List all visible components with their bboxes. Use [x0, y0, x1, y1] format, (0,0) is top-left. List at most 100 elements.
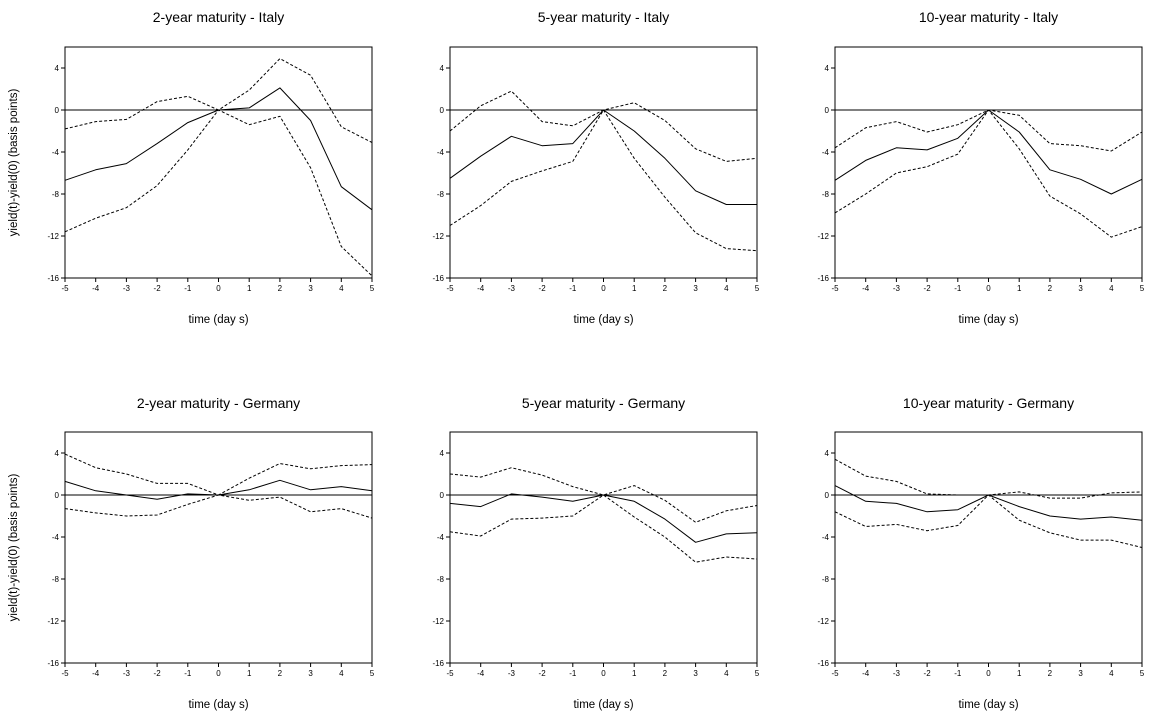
x-tick-label: -4	[862, 669, 870, 678]
y-tick-label: -8	[822, 575, 830, 584]
chart-panel-3: 10-year maturity - Italy-16-12-8-404-5 -4…	[817, 9, 1144, 326]
x-tick-label: 0	[986, 669, 991, 678]
panel-title: 5-year maturity - Germany	[522, 395, 685, 411]
chart-panel-5: 5-year maturity - Germany-16-12-8-404-5-…	[432, 395, 759, 711]
y-tick-label: -12	[432, 232, 444, 241]
x-tick-label: -2	[539, 284, 547, 293]
x-tick-label: -2	[924, 669, 932, 678]
x-axis-label: time (day s)	[188, 314, 248, 326]
x-tick-label: 4	[724, 669, 729, 678]
x-tick-label: 1	[632, 284, 637, 293]
x-tick-label: 5	[370, 669, 375, 678]
y-tick-label: 4	[55, 449, 60, 458]
mean-response-line	[64, 479, 373, 500]
x-tick-label: 5	[755, 284, 760, 293]
y-tick-label: 0	[55, 491, 60, 500]
x-tick-label: 1	[632, 669, 637, 678]
y-tick-label: 0	[825, 491, 830, 500]
x-tick-label: -4	[862, 284, 870, 293]
x-tick-label: -2	[154, 284, 162, 293]
x-tick-label: 1	[1017, 669, 1022, 678]
x-tick-label: -2	[924, 284, 932, 293]
x-tick-label: -4	[477, 284, 485, 293]
y-tick-label: -16	[47, 274, 59, 283]
x-tick-label: -4	[92, 284, 100, 293]
x-tick-label: -3	[508, 284, 516, 293]
x-tick-label: -5	[446, 669, 454, 678]
y-tick-label: -4	[437, 148, 445, 157]
x-tick-label: 0	[601, 669, 606, 678]
y-tick-label: -8	[52, 575, 60, 584]
confidence-band-line-2	[449, 109, 758, 252]
y-tick-label: -12	[817, 617, 829, 626]
x-tick-label: -4	[477, 669, 485, 678]
y-tick-label: 0	[440, 106, 445, 115]
y-tick-label: -8	[437, 190, 445, 199]
x-tick-label: 2	[1048, 284, 1053, 293]
y-tick-label: 4	[440, 449, 445, 458]
confidence-band-line-2	[449, 494, 758, 563]
x-tick-label: -1	[954, 669, 962, 678]
y-tick-label: -4	[822, 533, 830, 542]
x-tick-label: 4	[1109, 284, 1114, 293]
y-tick-label: -4	[52, 533, 60, 542]
y-tick-label: -16	[817, 274, 829, 283]
x-tick-label: -5	[831, 669, 839, 678]
confidence-band-line-1	[64, 453, 373, 496]
chart-panel-4: 2-year maturity - Germany-16-12-8-404-5-…	[8, 395, 375, 711]
y-tick-label: -16	[432, 659, 444, 668]
y-tick-label: 4	[440, 64, 445, 73]
y-tick-label: -8	[437, 575, 445, 584]
x-tick-label: 5	[1140, 669, 1145, 678]
panel-title: 2-year maturity - Italy	[153, 9, 284, 25]
plot-frame	[449, 431, 758, 664]
x-tick-label: 1	[1017, 284, 1022, 293]
x-tick-label: 2	[278, 284, 283, 293]
mean-response-line	[64, 87, 373, 211]
x-tick-label: 4	[724, 284, 729, 293]
plot-frame	[834, 46, 1143, 279]
x-tick-label: 1	[247, 669, 252, 678]
confidence-band-line-1	[64, 58, 373, 143]
y-tick-label: -12	[47, 232, 59, 241]
x-axis-label: time (day s)	[958, 699, 1018, 711]
x-tick-label: -2	[154, 669, 162, 678]
confidence-band-line-2	[64, 494, 373, 519]
confidence-band-line-2	[64, 109, 373, 277]
confidence-band-line-1	[449, 90, 758, 162]
x-tick-label: 4	[1109, 669, 1114, 678]
y-tick-label: 4	[825, 449, 830, 458]
x-tick-label: -3	[893, 669, 901, 678]
x-tick-label: 3	[308, 669, 313, 678]
confidence-band-line-1	[449, 467, 758, 523]
plot-frame	[64, 46, 373, 279]
x-tick-label: 4	[339, 669, 344, 678]
y-tick-label: -8	[822, 190, 830, 199]
y-tick-label: 0	[825, 106, 830, 115]
y-tick-label: -4	[52, 148, 60, 157]
x-tick-label: -1	[184, 284, 192, 293]
x-tick-label: -5	[61, 669, 69, 678]
plot-frame	[834, 431, 1143, 664]
mean-response-line	[449, 493, 758, 543]
y-tick-label: 4	[825, 64, 830, 73]
chart-panel-1: 2-year maturity - Italy-16-12-8-404-5 -4-…	[8, 9, 375, 326]
x-tick-label: 0	[986, 284, 991, 293]
x-tick-label: -5	[61, 284, 69, 293]
panel-title: 10-year maturity - Italy	[919, 9, 1058, 25]
plot-frame	[64, 431, 373, 664]
x-tick-label: 2	[1048, 669, 1053, 678]
x-tick-label: 3	[1078, 669, 1083, 678]
panel-title: 10-year maturity - Germany	[903, 395, 1074, 411]
y-tick-label: -4	[822, 148, 830, 157]
y-tick-label: 0	[55, 106, 60, 115]
x-tick-label: -1	[184, 669, 192, 678]
y-tick-label: 0	[440, 491, 445, 500]
x-axis-label: time (day s)	[188, 699, 248, 711]
y-axis-label: yield(t)-yield(0) (basis points)	[8, 474, 20, 622]
y-tick-label: -12	[47, 617, 59, 626]
plot-frame	[449, 46, 758, 279]
x-tick-label: -1	[569, 669, 577, 678]
x-tick-label: 2	[663, 669, 668, 678]
